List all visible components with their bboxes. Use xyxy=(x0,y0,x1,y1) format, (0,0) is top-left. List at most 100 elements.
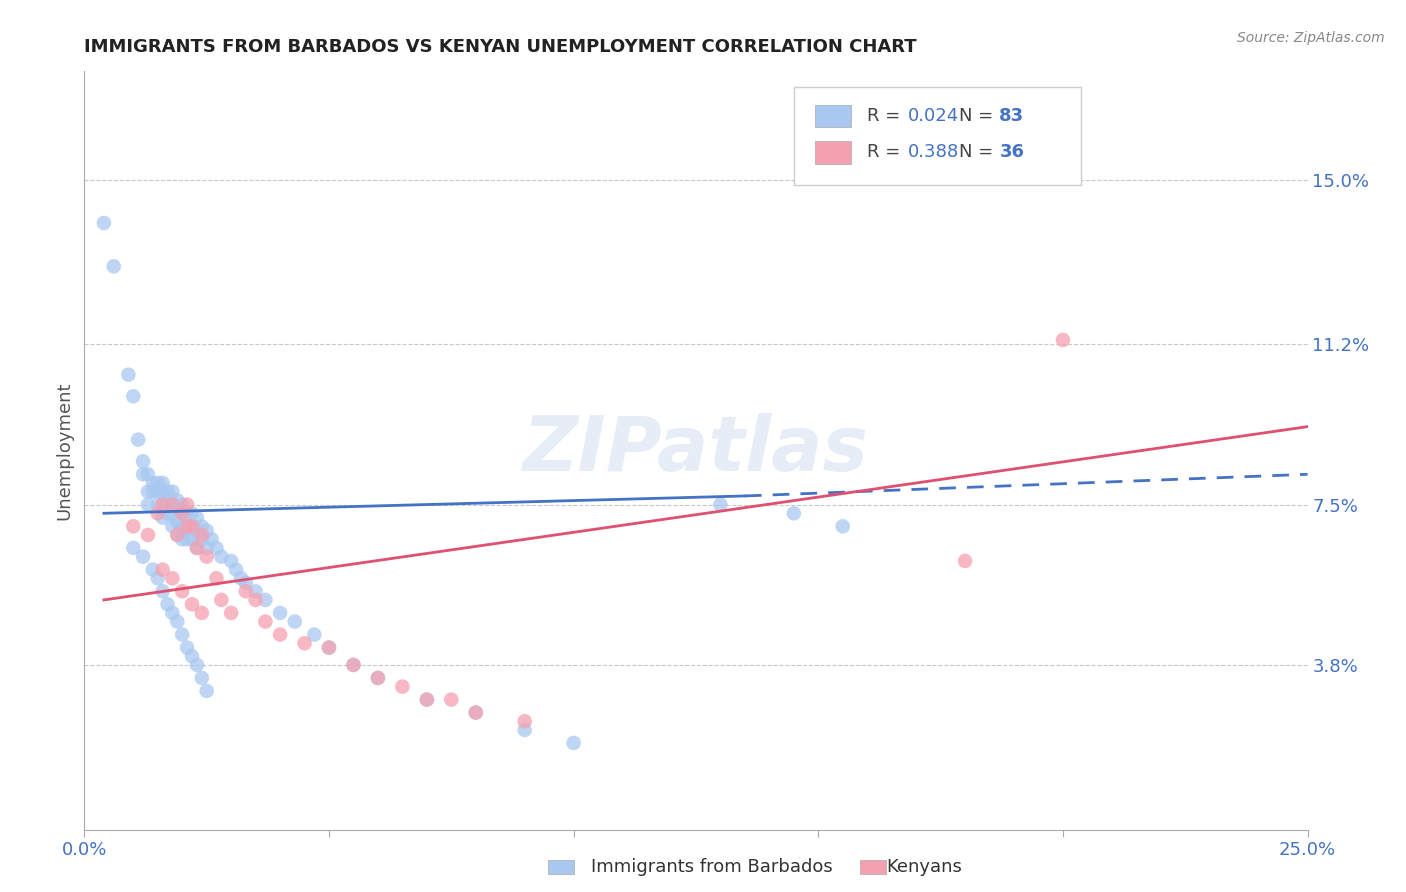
Point xyxy=(166,615,188,629)
Point xyxy=(152,498,174,512)
Point xyxy=(136,467,159,482)
Point xyxy=(172,519,194,533)
Point xyxy=(342,657,364,672)
Point xyxy=(1052,333,1074,347)
Point xyxy=(254,615,277,629)
Point xyxy=(156,493,179,508)
Text: 36: 36 xyxy=(1000,144,1025,161)
Point xyxy=(181,597,204,611)
Point xyxy=(162,484,184,499)
Point xyxy=(132,454,155,468)
Point xyxy=(186,657,208,672)
Point xyxy=(513,714,536,729)
Y-axis label: Unemployment: Unemployment xyxy=(55,381,73,520)
Point xyxy=(146,506,169,520)
Point xyxy=(513,723,536,737)
Point xyxy=(245,584,267,599)
Point xyxy=(229,571,252,585)
Point xyxy=(195,541,218,555)
Point xyxy=(176,498,198,512)
Point xyxy=(953,554,976,568)
Text: N =: N = xyxy=(959,107,998,125)
Point xyxy=(367,671,389,685)
Point xyxy=(195,549,218,564)
Point xyxy=(191,671,214,685)
Text: IMMIGRANTS FROM BARBADOS VS KENYAN UNEMPLOYMENT CORRELATION CHART: IMMIGRANTS FROM BARBADOS VS KENYAN UNEMP… xyxy=(84,38,917,56)
Point xyxy=(191,519,214,533)
Point xyxy=(172,498,194,512)
Point xyxy=(245,593,267,607)
Point xyxy=(783,506,806,520)
Point xyxy=(93,216,115,230)
Text: 0.388: 0.388 xyxy=(908,144,959,161)
Text: R =: R = xyxy=(868,144,907,161)
Text: 83: 83 xyxy=(1000,107,1025,125)
Point xyxy=(176,506,198,520)
Point xyxy=(152,475,174,490)
Point xyxy=(191,606,214,620)
Text: N =: N = xyxy=(959,144,998,161)
Point xyxy=(136,498,159,512)
Point xyxy=(235,584,257,599)
Point xyxy=(176,533,198,547)
Point xyxy=(367,671,389,685)
FancyBboxPatch shape xyxy=(794,87,1081,186)
Point xyxy=(136,528,159,542)
Point xyxy=(195,524,218,538)
Point xyxy=(176,640,198,655)
Point xyxy=(225,563,247,577)
Point xyxy=(318,640,340,655)
Point xyxy=(186,524,208,538)
Point xyxy=(166,493,188,508)
Point xyxy=(464,706,486,720)
Point xyxy=(122,389,145,403)
Point xyxy=(294,636,316,650)
Text: R =: R = xyxy=(868,107,907,125)
Point xyxy=(166,528,188,542)
Point xyxy=(142,563,165,577)
Point xyxy=(117,368,139,382)
Point xyxy=(186,510,208,524)
Point xyxy=(205,571,228,585)
Point xyxy=(186,541,208,555)
Point xyxy=(284,615,307,629)
Point xyxy=(181,506,204,520)
Point xyxy=(172,506,194,520)
Point xyxy=(162,606,184,620)
Point xyxy=(166,502,188,516)
Point xyxy=(132,467,155,482)
Point xyxy=(122,519,145,533)
Point xyxy=(152,563,174,577)
Point xyxy=(440,692,463,706)
Text: Immigrants from Barbados: Immigrants from Barbados xyxy=(591,858,832,876)
Text: Kenyans: Kenyans xyxy=(886,858,962,876)
Point xyxy=(181,649,204,664)
Point xyxy=(146,475,169,490)
Point xyxy=(122,541,145,555)
Point xyxy=(172,627,194,641)
Point xyxy=(103,260,125,274)
Point xyxy=(709,498,731,512)
Point xyxy=(831,519,853,533)
Point xyxy=(156,597,179,611)
Point xyxy=(205,541,228,555)
Point xyxy=(181,519,204,533)
Point xyxy=(132,549,155,564)
Point xyxy=(181,519,204,533)
Bar xyxy=(814,104,851,128)
Point xyxy=(146,571,169,585)
Point xyxy=(235,575,257,590)
Point xyxy=(127,433,149,447)
Point xyxy=(152,484,174,499)
Point xyxy=(142,475,165,490)
Point xyxy=(176,519,198,533)
Point xyxy=(219,554,242,568)
Point xyxy=(172,533,194,547)
Point xyxy=(195,684,218,698)
Point xyxy=(176,519,198,533)
Point xyxy=(209,549,232,564)
Text: Source: ZipAtlas.com: Source: ZipAtlas.com xyxy=(1237,31,1385,45)
Point xyxy=(191,533,214,547)
Text: ZIPatlas: ZIPatlas xyxy=(523,414,869,487)
Point xyxy=(416,692,439,706)
